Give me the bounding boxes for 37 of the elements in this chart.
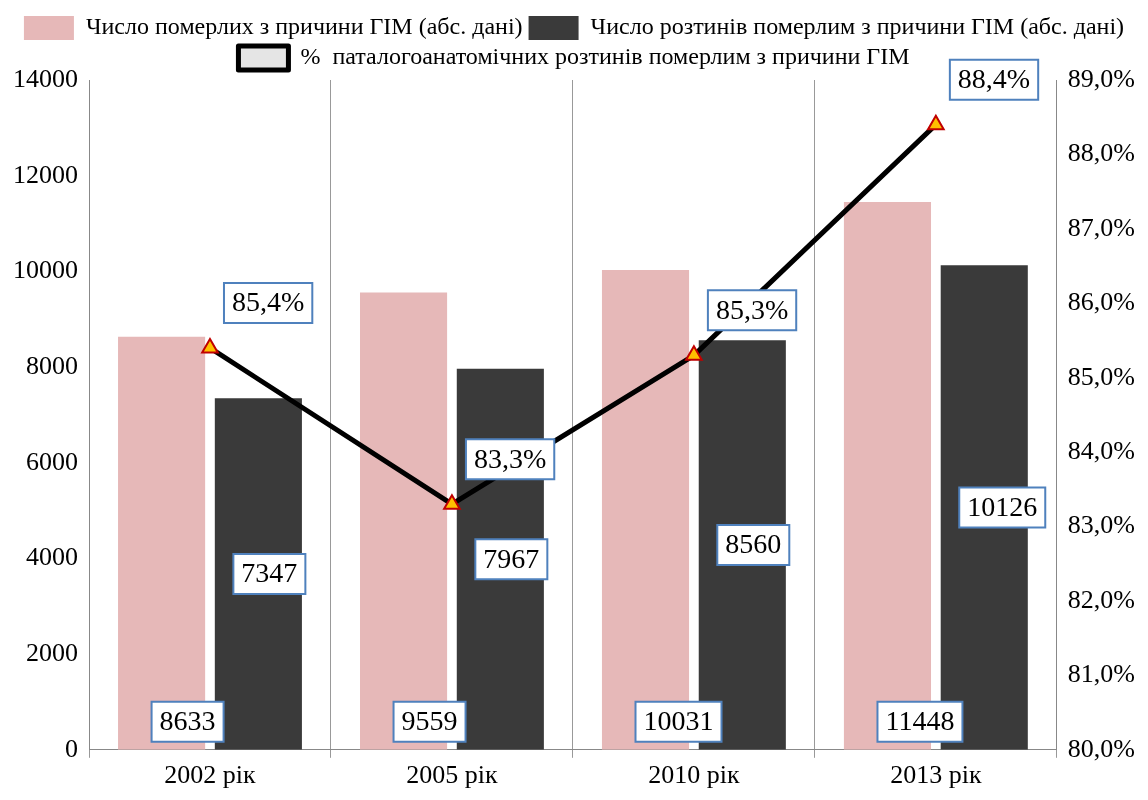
data-label: 85,3% (715, 293, 789, 325)
y2-tick-label: 87,0% (1067, 212, 1136, 242)
legend-label: Число померлих з причини ГІМ (абс. дані) (85, 13, 523, 40)
y2-tick-label: 85,0% (1067, 361, 1136, 391)
y2-tick-label: 89,0% (1067, 63, 1136, 93)
data-label: 10031 (643, 705, 714, 737)
y-tick-label: 0 (65, 733, 78, 763)
x-tick-label: 2005 рік (406, 760, 498, 790)
legend-label: Число розтинів померлим з причини ГІМ (абс. дані) (590, 13, 1125, 40)
data-label: 10126 (967, 490, 1038, 522)
y2-tick-label: 88,0% (1067, 138, 1136, 168)
x-tick-label: 2010 рік (648, 760, 740, 790)
y-tick-label: 14000 (13, 63, 78, 93)
data-label: 83,3% (473, 442, 547, 474)
x-tick-label: 2013 рік (890, 760, 982, 790)
y-tick-label: 4000 (26, 542, 78, 572)
data-label: 88,4% (957, 63, 1031, 95)
legend-label: % паталогоанатомічних розтинів померлим з причини ГІМ (300, 43, 910, 70)
y2-tick-label: 81,0% (1067, 659, 1136, 689)
y-tick-label: 6000 (26, 446, 78, 476)
y2-tick-label: 86,0% (1067, 287, 1136, 317)
data-label: 11448 (885, 705, 955, 737)
data-label: 7967 (483, 542, 540, 574)
x-tick-label: 2002 рік (164, 760, 257, 790)
y-tick-label: 8000 (26, 350, 78, 380)
y2-tick-label: 83,0% (1067, 510, 1136, 540)
y2-tick-label: 80,0% (1067, 733, 1136, 763)
y-tick-label: 12000 (13, 159, 78, 189)
data-label: 85,4% (231, 286, 305, 318)
y2-tick-label: 82,0% (1067, 584, 1136, 614)
data-label: 7347 (241, 557, 298, 589)
y2-tick-label: 84,0% (1067, 435, 1136, 465)
data-label: 9559 (401, 705, 458, 737)
y-tick-label: 2000 (26, 637, 78, 667)
y-tick-label: 10000 (13, 255, 78, 285)
data-label: 8560 (725, 528, 782, 560)
data-label: 8633 (159, 705, 216, 737)
